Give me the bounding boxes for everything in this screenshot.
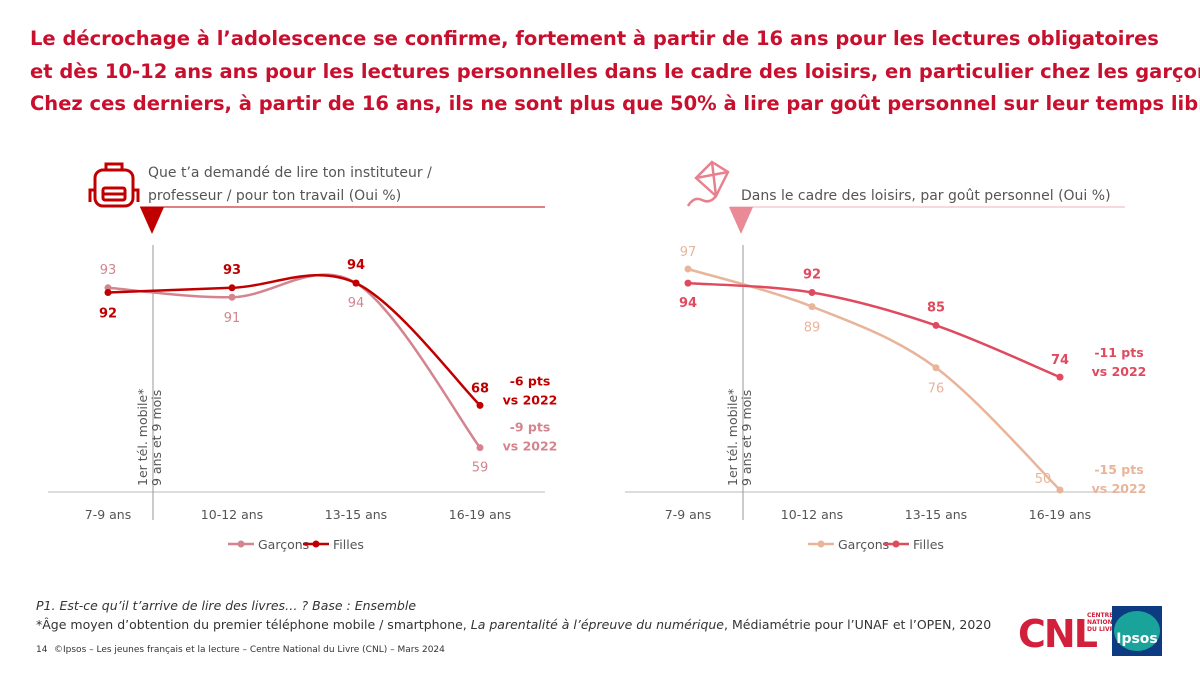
page-number: 14: [36, 645, 48, 655]
legend-label: Filles: [913, 537, 944, 552]
header-pointer: [729, 207, 753, 234]
legend-dot: [312, 540, 320, 548]
series-line: [107, 274, 481, 407]
logos: CNL CENTRE NATIONAL DU LIVRE Ipsos: [1018, 606, 1162, 656]
legend-label: Filles: [333, 537, 364, 552]
footnote-part: , Médiamétrie pour l’UNAF et l’OPEN, 202…: [724, 617, 991, 632]
x-tick-label: 16-19 ans: [1029, 507, 1091, 522]
logo-ipsos-circle: [1114, 611, 1160, 651]
chart-subtitle: Que t’a demandé de lire ton instituteur …: [148, 165, 432, 181]
series-note: vs 2022: [1092, 481, 1147, 496]
point: [228, 284, 236, 292]
slide-title: Le décrochage à l’adolescence se confirm…: [30, 27, 1200, 115]
data-label: 68: [471, 381, 489, 396]
data-label: 59: [472, 461, 489, 476]
title-line: et dès 10-12 ans ans pour les lectures p…: [30, 60, 1200, 83]
series-note: vs 2022: [503, 392, 558, 407]
point: [228, 293, 236, 301]
line-chart: Dans le cadre des loisirs, par goût pers…: [625, 188, 1146, 552]
series-note: -6 pts: [510, 373, 551, 388]
logo-cnl-line: NATIONAL: [1087, 619, 1121, 626]
series-note: vs 2022: [1092, 364, 1147, 379]
x-tick-label: 16-19 ans: [449, 507, 511, 522]
title-line: Chez ces derniers, à partir de 16 ans, i…: [30, 92, 1200, 115]
x-tick-label: 7-9 ans: [665, 507, 711, 522]
data-label: 94: [347, 258, 365, 273]
series-note: -15 pts: [1094, 462, 1143, 477]
marker-label: 1er tél. mobile*: [725, 389, 740, 486]
chart-subtitle: professeur / pour ton travail (Oui %): [148, 188, 401, 204]
point: [1056, 373, 1064, 381]
backpack-icon: [88, 162, 140, 208]
data-label: 50: [1035, 472, 1052, 487]
data-label: 92: [803, 268, 821, 283]
marker-label: 1er tél. mobile*: [135, 389, 150, 486]
legend-label: Garçons: [258, 537, 309, 552]
x-tick-label: 10-12 ans: [781, 507, 843, 522]
point: [808, 303, 816, 311]
data-label: 92: [99, 307, 117, 322]
data-label: 93: [100, 263, 117, 278]
series-note: vs 2022: [503, 439, 558, 454]
x-tick-label: 13-15 ans: [905, 507, 967, 522]
data-label: 93: [223, 263, 241, 278]
question-note: P1. Est-ce qu’il t’arrive de lire des li…: [36, 598, 416, 613]
line-chart: Que t’a demandé de lire ton instituteur …: [48, 165, 557, 552]
marker-label: 9 ans et 9 mois: [739, 390, 754, 486]
series-note: -11 pts: [1094, 345, 1143, 360]
x-tick-label: 10-12 ans: [201, 507, 263, 522]
point: [476, 444, 484, 452]
footnote-part: La parentalité à l’épreuve du numérique: [471, 617, 725, 632]
data-label: 97: [680, 245, 697, 260]
title-line: Le décrochage à l’adolescence se confirm…: [30, 27, 1159, 50]
data-label: 74: [1051, 353, 1069, 368]
legend-dot: [817, 540, 825, 548]
kite-icon: [686, 160, 730, 207]
data-label: 85: [927, 300, 945, 315]
data-label: 94: [348, 296, 365, 311]
point: [352, 279, 360, 287]
footnote: *Âge moyen d’obtention du premier téléph…: [36, 617, 991, 632]
point: [932, 321, 940, 329]
legend-dot: [237, 540, 245, 548]
point: [684, 265, 692, 273]
point: [808, 289, 816, 297]
x-tick-label: 7-9 ans: [85, 507, 131, 522]
logo-cnl-line: DU LIVRE: [1087, 626, 1118, 633]
series-line: [687, 281, 1061, 379]
data-label: 89: [804, 321, 821, 336]
legend-dot: [892, 540, 900, 548]
logo-cnl-line: CENTRE: [1087, 612, 1113, 619]
marker-label: 9 ans et 9 mois: [149, 390, 164, 486]
header-pointer: [140, 207, 164, 234]
data-label: 76: [928, 382, 945, 397]
point: [476, 401, 484, 409]
data-label: 94: [679, 296, 697, 311]
source: ©Ipsos – Les jeunes français et la lectu…: [54, 645, 445, 655]
logo-ipsos: Ipsos: [1116, 631, 1158, 647]
point: [932, 364, 940, 372]
series-note: -9 pts: [510, 420, 551, 435]
logo-cnl: CNL: [1018, 612, 1098, 656]
legend-label: Garçons: [838, 537, 889, 552]
footnote-part: *Âge moyen d’obtention du premier téléph…: [36, 617, 471, 632]
chart-subtitle: Dans le cadre des loisirs, par goût pers…: [741, 188, 1111, 204]
data-label: 91: [224, 311, 241, 326]
point: [1056, 486, 1064, 494]
x-tick-label: 13-15 ans: [325, 507, 387, 522]
point: [104, 289, 112, 297]
point: [684, 279, 692, 287]
